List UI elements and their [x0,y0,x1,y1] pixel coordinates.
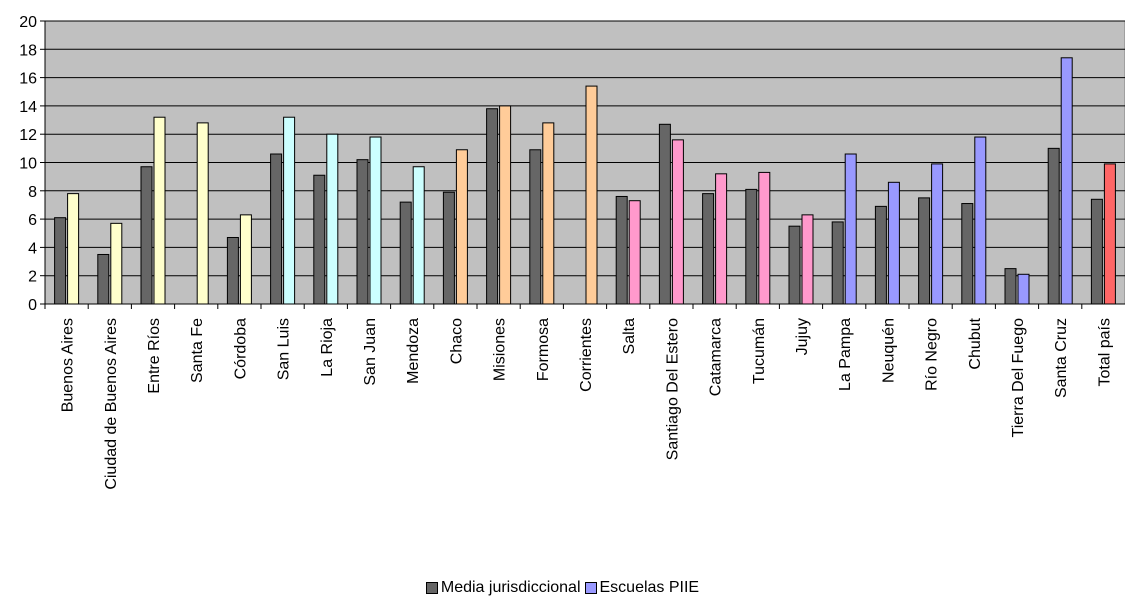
x-tick-label: Buenos Aires [60,318,77,412]
bar-escuelas-piie [369,136,382,305]
legend: Media jurisdiccional Escuelas PIIE [0,577,1125,599]
x-tick-label: Jujuy [794,318,811,355]
bar-escuelas-piie [412,166,425,305]
x-tick-label: San Luis [276,318,293,380]
y-axis-ticks: 0 2 4 6 8 10 12 14 16 18 20 [19,14,1125,314]
bar-escuelas-piie [758,171,771,305]
bar-escuelas-piie [67,193,80,305]
legend-label-piie: Escuelas PIIE [599,579,700,596]
bar-escuelas-piie [671,139,684,305]
x-tick-label: Salta [621,318,638,355]
y-tick-label: 4 [28,240,37,257]
bars [54,57,1116,305]
x-tick-label: Tierra Del Fuego [1010,318,1027,438]
y-tick-label: 0 [28,297,37,314]
x-tick-label: La Rioja [319,318,336,377]
bar-media-jurisdiccional [1090,198,1103,305]
x-tick-label: Entre Ríos [146,318,163,394]
bar-media-jurisdiccional [658,123,671,305]
y-tick-label: 10 [19,156,37,173]
x-tick-label: San Juan [362,318,379,386]
bar-escuelas-piie [283,116,296,305]
bar-media-jurisdiccional [356,159,369,305]
bar-media-jurisdiccional [702,193,715,305]
legend-swatch-piie [584,582,597,594]
bar-media-jurisdiccional [918,197,931,305]
bar-escuelas-piie [801,214,814,305]
x-axis-labels: Buenos Aires Ciudad de Buenos Aires Entre … [44,304,1113,490]
bar-escuelas-piie [153,116,166,305]
y-tick-label: 14 [19,99,37,116]
x-tick-label: Total país [1096,318,1113,386]
x-tick-label: Misiones [492,318,509,381]
bar-media-jurisdiccional [961,203,974,305]
bar-escuelas-piie [585,85,598,305]
x-tick-label: La Pampa [837,318,854,391]
bar-media-jurisdiccional [788,225,801,305]
legend-label-media: Media jurisdiccional [440,579,581,596]
legend-swatch-media [425,582,438,594]
y-tick-label: 8 [28,184,37,201]
x-tick-label: Neuquén [880,318,897,383]
bar-escuelas-piie [974,136,987,305]
x-tick-label: Río Negro [924,318,941,391]
bar-media-jurisdiccional [54,217,67,305]
bar-escuelas-piie [455,149,468,305]
x-tick-label: Formosa [535,318,552,381]
x-tick-label: Santa Cruz [1053,318,1070,398]
bar-media-jurisdiccional [874,205,887,305]
y-tick-label: 18 [19,42,37,59]
legend-item-media: Media jurisdiccional [425,579,581,597]
bar-escuelas-piie [542,122,555,305]
bar-escuelas-piie [110,222,123,305]
y-tick-label: 2 [28,269,37,286]
bar-media-jurisdiccional [529,149,542,305]
x-tick-label: Mendoza [405,318,422,384]
bar-media-jurisdiccional [226,236,239,305]
bar-media-jurisdiccional [270,153,283,305]
bar-escuelas-piie [239,214,252,305]
bar-escuelas-piie [1060,57,1073,305]
x-tick-label: Santa Fe [189,318,206,383]
x-tick-label: Santiago Del Estero [664,318,681,460]
bar-escuelas-piie [844,153,857,305]
gridlines [45,20,1125,277]
bar-media-jurisdiccional [615,195,628,305]
bar-escuelas-piie [715,173,728,305]
bar-escuelas-piie [931,163,944,305]
x-tick-label: Tucumán [751,318,768,384]
y-tick-label: 12 [19,127,37,144]
bar-media-jurisdiccional [140,166,153,305]
bar-escuelas-piie [1017,273,1030,305]
bar-media-jurisdiccional [1004,268,1017,305]
bar-media-jurisdiccional [442,191,455,305]
bar-escuelas-piie [499,105,512,305]
x-tick-label: Catamarca [708,318,725,396]
bar-escuelas-piie [628,200,641,305]
x-tick-label: Ciudad de Buenos Aires [103,318,120,490]
bar-media-jurisdiccional [97,253,110,305]
bar-media-jurisdiccional [486,108,499,305]
x-tick-label: Córdoba [232,318,249,379]
bar-media-jurisdiccional [745,188,758,305]
x-tick-label: Corrientes [578,318,595,392]
y-tick-label: 20 [19,14,37,31]
legend-item-piie: Escuelas PIIE [584,579,700,597]
bar-media-jurisdiccional [831,221,844,305]
bar-escuelas-piie [196,122,209,305]
bar-media-jurisdiccional [313,174,326,305]
bar-escuelas-piie [326,133,339,305]
x-tick-label: Chaco [448,318,465,364]
x-tick-label: Chubut [967,317,984,369]
bar-media-jurisdiccional [399,201,412,305]
y-tick-label: 6 [28,212,37,229]
bar-media-jurisdiccional [1047,147,1060,305]
bar-chart: 0 2 4 6 8 10 12 14 16 18 20 Buenos Aires Ciudad de … [19,14,1125,490]
y-tick-label: 16 [19,71,37,88]
bar-escuelas-piie [887,181,900,305]
bar-escuelas-piie [1103,163,1116,305]
